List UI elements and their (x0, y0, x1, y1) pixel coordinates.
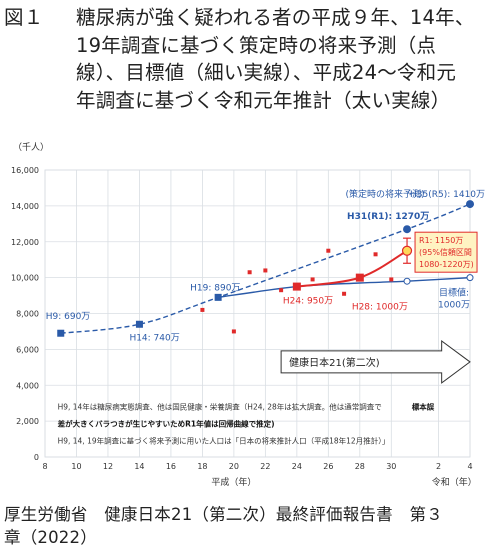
x-tick-label: 14 (134, 462, 144, 471)
annual-red-point (263, 268, 268, 273)
r1-box-line: 1080-1220万) (419, 260, 474, 269)
note-line-2: 差が大きくバラつきが生じやすいためR1年値は回帰曲線で推定) (57, 419, 275, 429)
y-tick-label: 6,000 (16, 345, 39, 354)
label-h9: H9: 690万 (46, 312, 91, 322)
x-tick-label: 30 (386, 462, 396, 471)
note-line-1-bold: 標本誤 (412, 401, 435, 411)
h19-marker (214, 293, 222, 301)
label-h31: H31(R1): 1270万 (347, 211, 429, 222)
x-tick-label: 28 (355, 462, 365, 471)
annual-red-point (231, 329, 236, 334)
target-r1-marker (403, 277, 411, 285)
x-tick-label: 4 (467, 462, 472, 471)
r1-box-line: R1: 1150万 (419, 236, 463, 245)
title-line-1: 図１ 糖尿病が強く疑われる者の平成９年、14年、 (4, 4, 496, 32)
title-line-2: 19年調査に基づく策定時の将来予測（点 (76, 33, 437, 57)
y-tick-label: 16,000 (11, 166, 39, 175)
program-arrow-label: 健康日本21(第二次) (289, 356, 380, 369)
y-tick-label: 12,000 (11, 238, 39, 247)
note-line-1: H9, 14年は糖尿病実態調査、他は国民健康・栄養調査（H24, 28年は拡大調… (58, 401, 382, 411)
x-tick-label: 24 (292, 462, 302, 471)
r1-estimate-box (414, 231, 478, 273)
y-tick-label: 4,000 (16, 381, 39, 390)
target-line (218, 276, 471, 299)
label-h35: H35(R5): 1410万 (410, 190, 485, 200)
x-tick-label: 8 (42, 462, 47, 471)
target-end-marker (466, 274, 474, 282)
y-tick-label: 10,000 (11, 274, 39, 283)
figure-title: 図１ 糖尿病が強く疑われる者の平成９年、14年、 19年調査に基づく策定時の将来予… (4, 4, 496, 114)
h14-marker (135, 320, 143, 328)
source-line-1: 厚生労働省 健康日本21（第二次）最終評価報告書 第３ (4, 505, 443, 524)
r1-box-line: (95%信頼区間 (419, 247, 472, 257)
label-h28: H28: 1000万 (352, 303, 408, 313)
projection-dashed-line (60, 203, 471, 334)
program-arrow (280, 339, 471, 384)
title-line-3: 線）、目標値（細い実線）、平成24〜令和元 (76, 61, 457, 84)
label-h24: H24: 950万 (283, 297, 333, 307)
annual-red-point (310, 277, 315, 282)
x-tick-label: 12 (103, 462, 113, 471)
label-target-1: 目標値: (439, 287, 469, 299)
label-h14: H14: 740万 (129, 333, 179, 343)
h31-marker (403, 225, 412, 234)
annual-red-point (326, 248, 331, 253)
x-tick-label: 10 (71, 462, 81, 471)
annual-red-point (373, 252, 378, 257)
annual-red-point (279, 288, 284, 293)
r1-marker (401, 245, 413, 256)
y-axis-unit: （千人） (13, 142, 49, 153)
chart-area: 0 2,000 4,000 6,000 8,000 10,000 12,000 14,000 1… (0, 130, 500, 500)
x-tick-label: 22 (260, 462, 270, 471)
y-tick-label: 14,000 (11, 202, 39, 211)
label-target-2: 1000万 (438, 301, 470, 311)
y-tick-label: 2,000 (16, 417, 39, 426)
figure-number: 図１ (4, 6, 44, 29)
h35-marker (466, 200, 474, 209)
h9-marker (57, 329, 65, 337)
annual-red-point (342, 291, 347, 296)
x-tick-label: 18 (197, 462, 207, 471)
x-tick-label: 26 (323, 462, 333, 471)
x-tick-label: 2 (436, 462, 441, 471)
y-tick-label: 8,000 (16, 310, 39, 319)
x-axis-label-heisei: 平成（年） (211, 476, 256, 488)
label-h19: H19: 890万 (190, 283, 240, 293)
title-line-4: 年調査に基づく令和元年推計（太い実線） (76, 88, 451, 112)
annual-red-point (247, 270, 252, 275)
note-line-3: H9, 14, 19年調査に基づく将来予測に用いた人口は「日本の将来推計人口（平… (58, 436, 390, 446)
diabetes-chart: 0 2,000 4,000 6,000 8,000 10,000 12,000 14,000 1… (11, 142, 485, 488)
label-projection-note: (策定時の将来予測) (346, 188, 425, 200)
annual-red-point (389, 277, 394, 282)
y-tick-label: 0 (34, 453, 39, 462)
h28-marker (355, 273, 364, 282)
source-line-2: 章（2022） (4, 528, 97, 547)
x-tick-label: 16 (166, 462, 176, 471)
source-citation: 厚生労働省 健康日本21（第二次）最終評価報告書 第３ 章（2022） (4, 503, 496, 549)
x-axis-label-reiwa: 令和（年） (432, 476, 477, 488)
x-tick-label: 20 (229, 462, 239, 471)
annual-red-point (200, 307, 205, 312)
h24-marker (292, 282, 301, 291)
